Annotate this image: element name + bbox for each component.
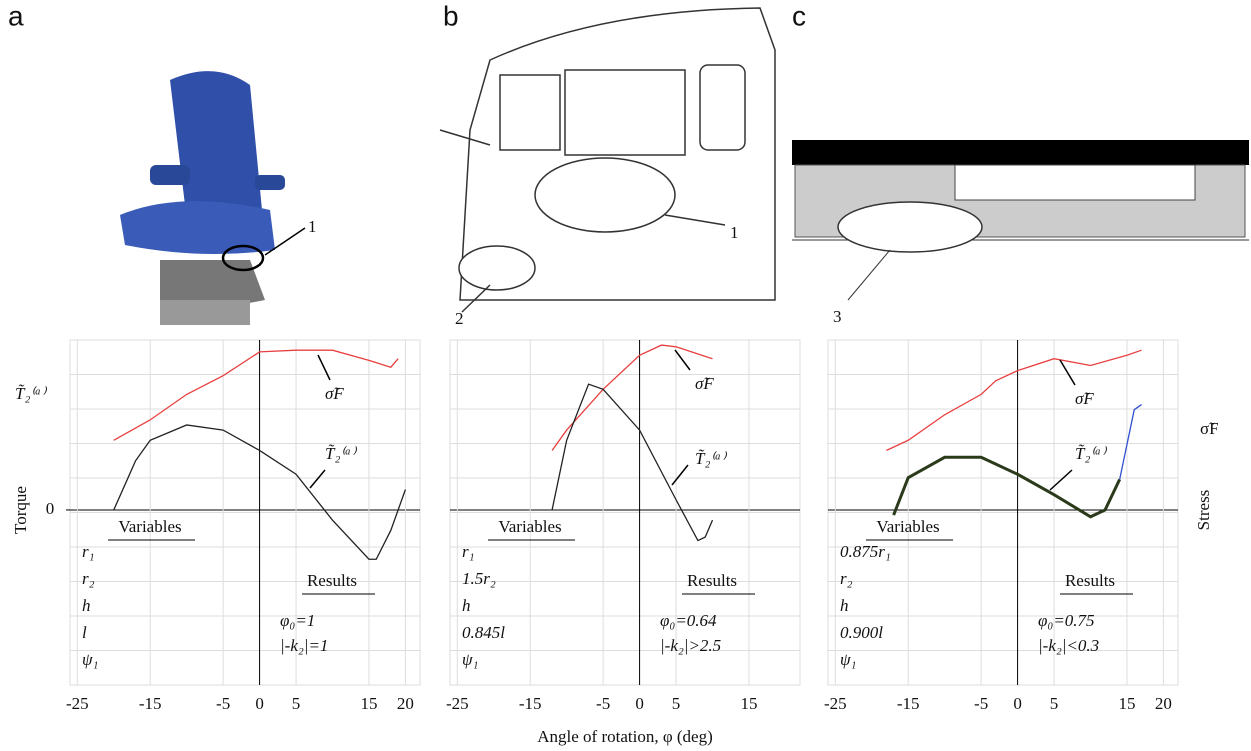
x-tick-label: -5	[216, 694, 230, 713]
x-label: Angle of rotation, φ (deg)	[537, 727, 713, 746]
panel-label: c	[792, 0, 806, 31]
panel-label: b	[443, 0, 459, 31]
line-series	[886, 349, 1142, 452]
result: |-k₂|=1	[280, 636, 328, 655]
plot-frame	[69, 339, 421, 686]
x-tick-label: 5	[292, 694, 301, 713]
result: φ₀=0.75	[1038, 611, 1095, 630]
plot-frame	[449, 339, 801, 686]
curve-label: σ̃F	[325, 384, 344, 403]
variable: 0.845l	[462, 623, 505, 642]
results-title: Results	[307, 571, 357, 590]
line-series	[1119, 404, 1142, 480]
panel-label: a	[8, 0, 24, 31]
seat-image	[120, 71, 306, 325]
arrow	[674, 349, 691, 371]
variable: ψ₁	[840, 650, 856, 669]
curve-label: σ̃F	[1075, 389, 1094, 408]
y2-label: Stress	[1194, 490, 1213, 531]
cab-image	[439, 7, 776, 313]
mechanism-image	[792, 140, 1249, 301]
line-series	[113, 424, 407, 560]
callout: 1	[730, 223, 739, 242]
variable: r₂	[840, 569, 853, 588]
y-symbol: T̃₂⁽ᵃ⁾	[15, 384, 47, 403]
y2-symbol: σ̃F	[1200, 419, 1219, 438]
results-title: Results	[1065, 571, 1115, 590]
result: φ₀=0.64	[660, 611, 717, 630]
x-tick-label: 15	[1118, 694, 1135, 713]
arrow	[317, 354, 331, 381]
x-tick-label: -15	[519, 694, 542, 713]
variables-title: Variables	[118, 517, 181, 536]
result: φ₀=1	[280, 611, 315, 630]
plot-frame	[827, 339, 1179, 686]
result: |-k₂|<0.3	[1038, 636, 1099, 655]
curve-label: T̃₂⁽ᵃ⁾	[325, 444, 357, 463]
x-tick-label: 20	[397, 694, 414, 713]
x-tick-label: 5	[1050, 694, 1059, 713]
line-series	[551, 344, 713, 451]
callout: 1	[308, 217, 317, 236]
x-tick-label: 0	[635, 694, 644, 713]
results-title: Results	[687, 571, 737, 590]
variable: ψ₁	[82, 650, 98, 669]
x-tick-label: 5	[672, 694, 681, 713]
x-tick-label: 0	[1013, 694, 1022, 713]
variable: r₂	[82, 569, 95, 588]
x-tick-label: -25	[66, 694, 89, 713]
variables-title: Variables	[498, 517, 561, 536]
x-tick-label: 15	[360, 694, 377, 713]
curve-label: T̃₂⁽ᵃ⁾	[1075, 444, 1107, 463]
callout: 3	[833, 307, 842, 326]
x-tick-label: 15	[740, 694, 757, 713]
variable: r₁	[462, 542, 475, 561]
variables-title: Variables	[876, 517, 939, 536]
variable: h	[82, 596, 91, 615]
variable: h	[840, 596, 849, 615]
variable: l	[82, 623, 87, 642]
curve-label: T̃₂⁽ᵃ⁾	[695, 449, 727, 468]
y-label: Torque	[11, 486, 30, 534]
variable: r₁	[82, 542, 95, 561]
arrow	[1059, 359, 1076, 386]
line-series	[551, 383, 714, 542]
x-tick-label: -5	[974, 694, 988, 713]
line-series	[892, 455, 1122, 519]
arrow	[309, 469, 326, 489]
x-tick-label: 0	[255, 694, 264, 713]
variable: 0.875r₁	[840, 542, 891, 561]
x-tick-label: 20	[1155, 694, 1172, 713]
variable: 1.5r₂	[462, 569, 496, 588]
variable: 0.900l	[840, 623, 883, 642]
x-tick-label: -15	[897, 694, 920, 713]
line-series	[113, 349, 399, 441]
variable: ψ₁	[462, 650, 478, 669]
y-tick-label: 0	[46, 499, 55, 518]
arrow	[671, 464, 689, 486]
x-tick-label: -25	[446, 694, 469, 713]
arrow	[1049, 469, 1073, 491]
curve-label: σ̃F	[695, 374, 714, 393]
variable: h	[462, 596, 471, 615]
x-tick-label: -25	[824, 694, 847, 713]
x-tick-label: -15	[139, 694, 162, 713]
result: |-k₂|>2.5	[660, 636, 721, 655]
callout: 2	[455, 309, 464, 328]
x-tick-label: -5	[596, 694, 610, 713]
